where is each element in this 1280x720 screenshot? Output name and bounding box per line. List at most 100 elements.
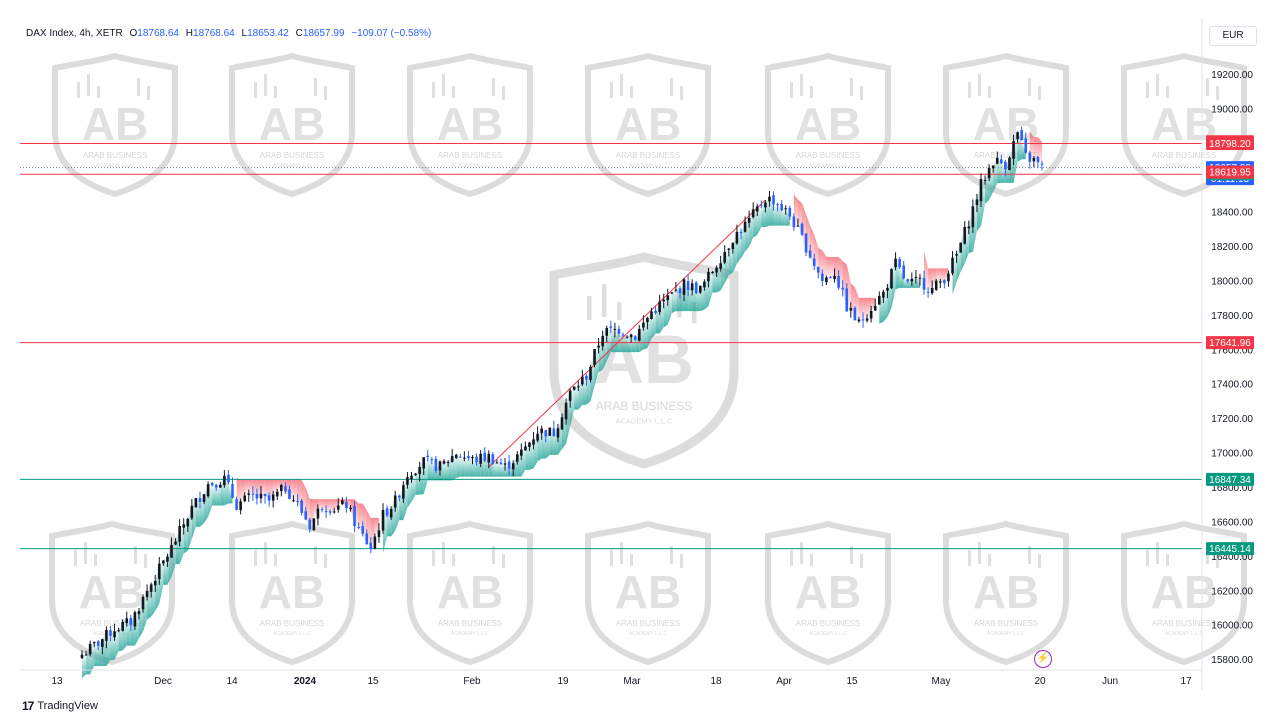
footer-brand[interactable]: 17 TradingView xyxy=(22,699,98,713)
candle-body xyxy=(186,518,190,527)
candle-body xyxy=(686,280,690,291)
cloud-segment xyxy=(915,276,920,288)
candle-body xyxy=(96,641,100,646)
cloud-segment xyxy=(228,482,233,504)
candle-body xyxy=(471,457,474,459)
trend-line-segment xyxy=(488,199,766,468)
x-tick-label: Feb xyxy=(463,676,481,687)
candle-body xyxy=(568,390,572,401)
candle-body xyxy=(121,621,124,631)
candle-body xyxy=(845,288,849,312)
cloud-segment xyxy=(757,205,762,235)
candle-body xyxy=(572,386,576,390)
candle-body xyxy=(788,207,792,217)
candle-body xyxy=(442,460,446,464)
candle-body xyxy=(495,462,499,464)
candle-body xyxy=(507,461,511,469)
candle-body xyxy=(320,509,324,511)
watermark-sub: ACADEMY L.L.C xyxy=(96,163,134,169)
candle-body xyxy=(259,493,263,499)
y-tick-label: 19200.00 xyxy=(1211,70,1253,81)
candle-body xyxy=(760,204,763,206)
level-price-tag: 17641.96 xyxy=(1209,338,1251,349)
candle-body xyxy=(637,328,641,341)
watermark-name: ARAB BUSINESS xyxy=(796,619,860,628)
level-price-tag-bg xyxy=(1206,336,1254,350)
candle-body xyxy=(414,473,417,476)
candle-body xyxy=(353,505,356,527)
candle-body xyxy=(979,179,983,202)
candle-body xyxy=(381,509,385,531)
candle-body xyxy=(800,223,804,235)
candle-body xyxy=(153,580,157,586)
candle-body xyxy=(231,484,234,498)
level-price-tag: 18798.20 xyxy=(1209,139,1251,150)
high-value: 18768.64 xyxy=(193,28,235,39)
candle-body xyxy=(105,629,108,641)
watermark-logo-text: AB xyxy=(973,566,1039,618)
candle-body xyxy=(1004,161,1007,170)
candle-body xyxy=(625,336,629,338)
candle-body xyxy=(833,275,836,280)
watermark-name: ARAB BUSINESS xyxy=(974,619,1038,628)
x-tick-label: 15 xyxy=(846,676,858,687)
cloud-segment xyxy=(460,456,465,477)
candle-body xyxy=(450,456,454,462)
watermark-sub: ACADEMY L.L.C xyxy=(629,163,667,169)
cloud-segment xyxy=(427,457,432,481)
candle-body xyxy=(1028,152,1032,162)
candle-body xyxy=(723,251,727,263)
candle-body xyxy=(316,508,320,519)
cloud-segment xyxy=(244,479,249,496)
candle-body xyxy=(263,493,267,497)
candle-body xyxy=(947,273,950,282)
trend-line xyxy=(488,199,766,468)
candle-body xyxy=(963,226,967,244)
candle-body xyxy=(707,271,710,282)
candle-body xyxy=(975,199,979,205)
candle-body xyxy=(727,248,731,250)
candle-body xyxy=(308,519,312,530)
cloud-segment xyxy=(761,202,766,228)
candle-body xyxy=(109,630,112,636)
cloud-segment xyxy=(456,454,461,479)
candle-body xyxy=(609,326,613,328)
candle-body xyxy=(284,486,287,492)
x-tick-label: 20 xyxy=(1034,676,1046,687)
cloud-segment xyxy=(671,289,676,314)
price-axis[interactable]: 15800.00 16000.00 16200.00 16400.00 16600.00… xyxy=(1201,18,1253,690)
cloud-segment xyxy=(623,335,628,353)
candle-body xyxy=(515,454,519,462)
cloud-segment xyxy=(277,479,282,492)
candle-body xyxy=(345,502,348,509)
y-tick-label: 17600.00 xyxy=(1211,345,1253,356)
candle-body xyxy=(934,280,938,290)
candle-body xyxy=(743,221,747,232)
candle-body xyxy=(178,526,181,542)
candle-body xyxy=(890,268,893,289)
price-tags: 18808.6618657.9901:11:1318623.3118798.20… xyxy=(1206,135,1254,556)
candle-body xyxy=(650,311,653,320)
candle-body xyxy=(174,541,177,545)
cloud-segment xyxy=(322,499,327,512)
cloud-segment xyxy=(326,499,331,513)
y-tick-label: 19000.00 xyxy=(1211,104,1253,115)
candle-body xyxy=(544,430,548,437)
cloud-segment xyxy=(667,292,672,325)
candle-body xyxy=(341,500,344,505)
time-axis[interactable]: 13 Dec 14 2024 15 Feb 19 Mar 18 Apr 15 May 20 Jun 17 xyxy=(20,669,1202,687)
candle-body xyxy=(772,195,775,205)
candle-body xyxy=(654,310,657,314)
cloud-segment xyxy=(944,268,949,284)
watermark-sub: ACADEMY L.L.C xyxy=(1165,631,1203,637)
candle-body xyxy=(479,453,482,464)
candle-body xyxy=(910,278,914,282)
currency-button[interactable]: EUR xyxy=(1209,26,1257,46)
candle-body xyxy=(80,654,84,659)
lightning-icon[interactable]: ⚡ xyxy=(1034,650,1052,668)
cloud-segment xyxy=(444,460,449,481)
